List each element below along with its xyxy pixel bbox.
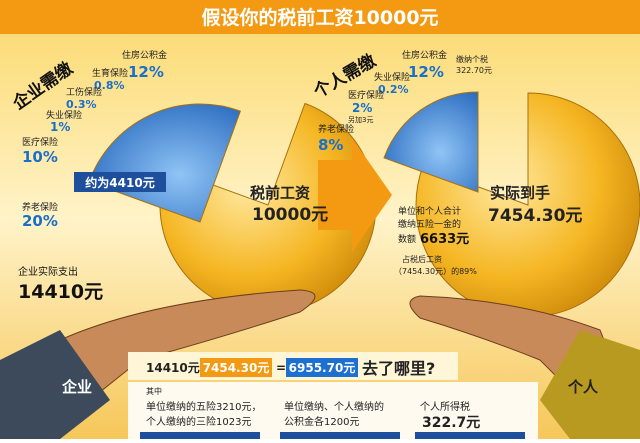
equation-part: 7454.30元 xyxy=(203,361,270,375)
item-value: 0.2% xyxy=(378,83,409,96)
intro: 其中 xyxy=(146,386,162,396)
total-label: 企业实际支出 xyxy=(18,265,78,278)
extra: 另加3元 xyxy=(348,115,373,124)
coin-label: 税前工资 xyxy=(250,184,310,202)
item-value: 8% xyxy=(318,136,343,154)
item-label: 养老保险 xyxy=(318,123,354,135)
detail: 322.7元 xyxy=(422,415,480,431)
item-label: 工伤保险 xyxy=(66,86,102,98)
question: 去了哪里? xyxy=(362,359,435,378)
equation-box xyxy=(200,358,272,377)
coin-value: 7454.30元 xyxy=(488,206,582,226)
share-line: （7454.30元）的89% xyxy=(394,266,477,276)
item-label: 医疗保险 xyxy=(348,89,384,101)
left-hand xyxy=(39,289,316,401)
hand-label: 企业 xyxy=(61,378,92,396)
coin-value: 10000元 xyxy=(252,205,328,225)
note-line: 缴纳五险一金的 xyxy=(398,218,461,230)
detail: 公积金各1200元 xyxy=(284,415,359,428)
share-line: 占税后工资 xyxy=(402,254,442,264)
wedge-label: 约为4410元 xyxy=(85,175,154,190)
detail: 单位缴纳、个人缴纳的 xyxy=(284,400,384,413)
item-value: 1% xyxy=(50,120,70,134)
item-value: 2% xyxy=(352,101,372,115)
item-label: 医疗保险 xyxy=(22,136,58,148)
equation-part: 6955.70元 xyxy=(289,361,356,375)
right-sleeve xyxy=(540,330,640,439)
coin xyxy=(415,92,640,318)
detail: 单位缴纳的五险3210元， xyxy=(146,400,261,413)
left-sleeve xyxy=(0,330,110,439)
wedge xyxy=(383,91,479,193)
item-value: 0.3% xyxy=(66,98,97,111)
footer-strip xyxy=(280,432,400,439)
equation-part: 14410元- xyxy=(146,361,205,375)
item-value: 12% xyxy=(128,63,164,81)
item-value: 12% xyxy=(408,63,444,81)
title-bar xyxy=(0,0,640,34)
item-label: 生育保险 xyxy=(92,67,128,79)
note-line: 单位和个人合计 xyxy=(398,205,461,217)
detail: 个人缴纳的三险1023元 xyxy=(146,415,251,428)
coins xyxy=(88,91,640,318)
hand-label: 个人 xyxy=(567,378,599,396)
arrow xyxy=(318,138,392,252)
tax-value: 322.70元 xyxy=(456,66,492,75)
coin-label: 实际到手 xyxy=(490,184,550,202)
details-panel xyxy=(128,382,538,439)
item-value: 0.8% xyxy=(94,79,125,92)
item-label: 失业保险 xyxy=(374,71,410,83)
note-prefix: 数额 xyxy=(398,233,416,245)
equation-part: = xyxy=(276,361,286,375)
footer-strip xyxy=(415,432,525,439)
item-value: 10% xyxy=(22,148,58,166)
item-label: 失业保险 xyxy=(46,109,82,121)
total-value: 14410元 xyxy=(18,281,103,303)
coin xyxy=(159,102,377,314)
equation-box xyxy=(286,358,358,377)
item-value: 20% xyxy=(22,212,58,230)
item-label: 住房公积金 xyxy=(122,49,167,61)
tax-label: 缴纳个税 xyxy=(456,54,488,64)
wedge-label-box xyxy=(74,172,166,192)
footer-strip xyxy=(140,432,260,439)
title: 假设你的税前工资10000元 xyxy=(201,6,438,29)
note-value: 6633元 xyxy=(420,232,469,247)
detail: 个人所得税 xyxy=(420,400,470,413)
item-label: 住房公积金 xyxy=(402,49,447,61)
wedge xyxy=(88,103,241,223)
item-label: 养老保险 xyxy=(22,201,58,213)
